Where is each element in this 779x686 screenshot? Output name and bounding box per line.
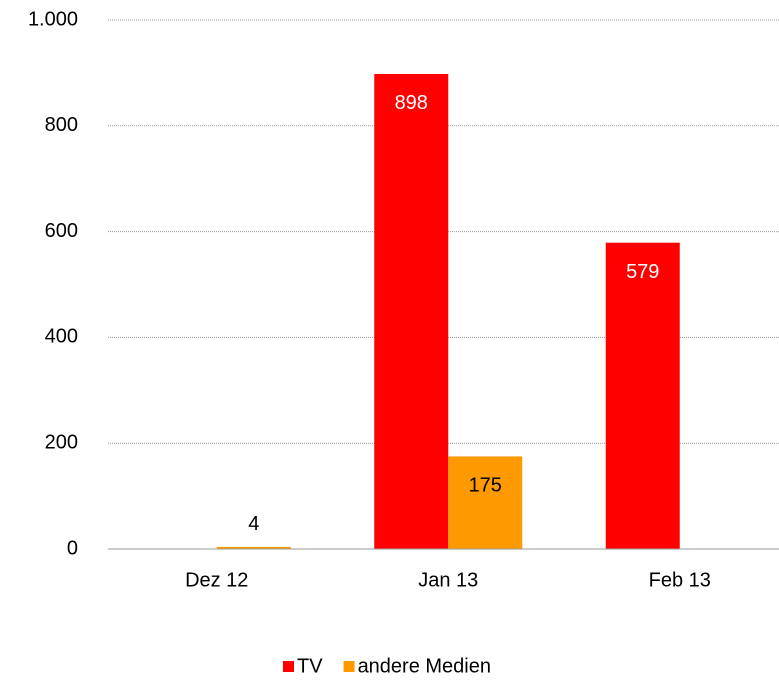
- y-tick-label: 0: [67, 537, 78, 559]
- legend-swatch: [283, 661, 294, 672]
- x-tick-label: Dez 12: [185, 569, 248, 591]
- y-tick-label: 400: [45, 326, 78, 348]
- legend-label: TV: [297, 655, 323, 677]
- data-label: 579: [626, 261, 659, 283]
- bar: [374, 73, 449, 549]
- bar: [216, 546, 291, 549]
- x-tick-label: Feb 13: [649, 569, 711, 591]
- y-tick-label: 600: [45, 220, 78, 242]
- x-tick-label: Jan 13: [418, 569, 478, 591]
- bar: [605, 242, 680, 550]
- legend-label: andere Medien: [358, 655, 491, 677]
- data-label: 4: [248, 513, 259, 535]
- data-label: 898: [395, 92, 428, 114]
- y-tick-label: 800: [45, 114, 78, 136]
- data-label: 175: [469, 475, 502, 497]
- legend-swatch: [343, 661, 355, 672]
- bar: [448, 456, 523, 549]
- y-tick-label: 1.000: [28, 8, 78, 30]
- y-tick-label: 200: [45, 431, 78, 453]
